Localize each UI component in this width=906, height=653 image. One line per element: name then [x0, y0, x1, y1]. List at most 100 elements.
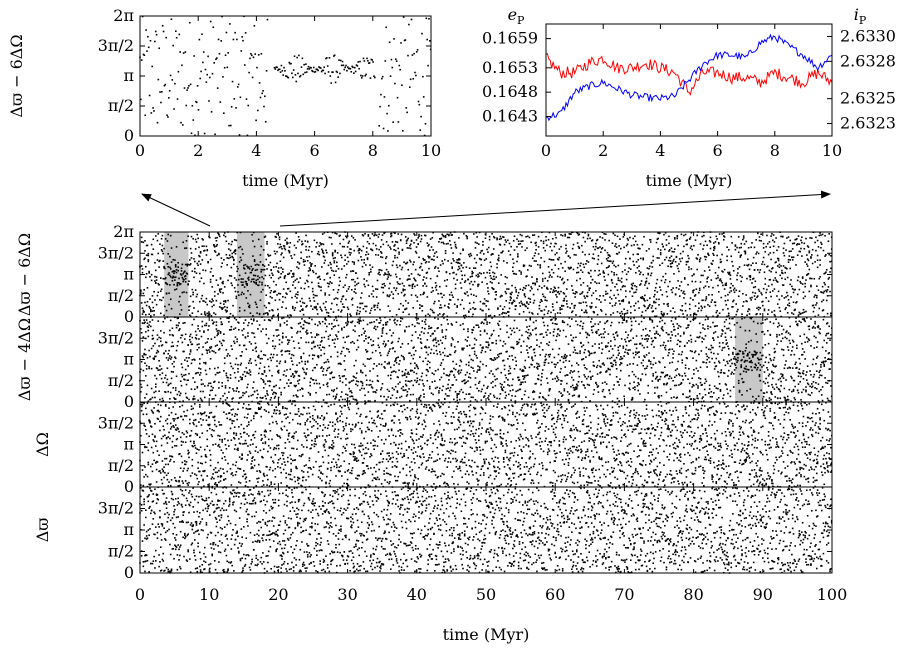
main-point — [318, 321, 321, 323]
main-point — [373, 304, 375, 307]
main-point — [588, 287, 591, 290]
main-point — [371, 249, 374, 252]
main-point — [432, 290, 434, 292]
main-point — [624, 290, 627, 292]
main-point — [357, 346, 360, 349]
inset-left-point — [178, 33, 181, 36]
main-point — [788, 302, 791, 305]
main-point — [469, 252, 472, 255]
main-point — [475, 274, 478, 277]
main-point — [429, 387, 431, 390]
main-point — [195, 334, 198, 336]
main-point — [770, 270, 772, 273]
main-point — [719, 258, 722, 261]
main-point — [276, 294, 278, 296]
main-point — [620, 277, 623, 280]
main-point — [204, 362, 207, 365]
main-point — [532, 302, 535, 304]
main-point — [164, 305, 166, 308]
main-point — [316, 308, 318, 311]
main-point — [331, 253, 334, 256]
main-point — [622, 299, 625, 301]
main-point — [394, 289, 397, 292]
main-point — [608, 265, 610, 267]
main-point — [709, 241, 712, 243]
main-point — [452, 272, 454, 274]
main-point — [171, 270, 174, 273]
main-point — [296, 380, 299, 382]
main-point — [324, 318, 326, 320]
main-point — [360, 259, 363, 261]
main-point — [424, 346, 426, 348]
main-point — [362, 245, 365, 248]
main-point — [502, 250, 504, 253]
main-point — [161, 397, 164, 400]
main-point — [146, 357, 149, 359]
main-point — [244, 263, 247, 266]
main-point — [173, 397, 175, 399]
main-point — [411, 369, 414, 372]
main-point — [189, 335, 191, 338]
main-point — [539, 301, 542, 304]
main-point — [472, 272, 474, 274]
main-point — [471, 272, 473, 275]
main-point — [194, 270, 196, 273]
main-point — [429, 327, 432, 329]
main-point — [301, 395, 304, 397]
main-point — [772, 245, 775, 248]
main-point — [258, 313, 261, 316]
main-point — [604, 279, 606, 281]
main-point — [503, 381, 506, 383]
inset-left-point — [265, 70, 268, 72]
main-point — [585, 263, 587, 265]
main-point — [155, 377, 158, 380]
main-point — [567, 266, 570, 269]
main-point — [202, 239, 204, 241]
main-point — [731, 242, 733, 244]
main-point — [329, 261, 331, 264]
main-point — [250, 343, 253, 345]
main-point — [153, 290, 155, 293]
main-point — [481, 349, 483, 352]
main-point — [497, 335, 500, 337]
main-point — [315, 272, 317, 275]
main-point — [517, 379, 520, 382]
main-point — [830, 267, 832, 270]
inset-left-point — [181, 124, 184, 126]
main-point — [287, 343, 289, 345]
main-point — [510, 293, 512, 296]
main-point — [255, 303, 258, 306]
main-point — [354, 325, 356, 327]
main-point — [145, 276, 147, 279]
main-point — [664, 248, 666, 251]
main-point — [167, 273, 170, 276]
main-point — [140, 386, 143, 389]
inset-left-point — [164, 83, 167, 86]
main-point — [295, 232, 297, 234]
main-point — [226, 376, 228, 379]
main-point — [585, 311, 587, 313]
main-point — [615, 297, 617, 299]
main-point — [580, 302, 582, 304]
main-point — [215, 239, 218, 242]
main-point — [256, 312, 258, 314]
main-point — [428, 243, 430, 246]
main-point — [389, 235, 392, 238]
main-point — [383, 282, 385, 285]
inset-right-ytick-right-label: 2.6328 — [840, 51, 896, 70]
main-point — [792, 291, 795, 294]
main-point — [278, 236, 281, 238]
main-point — [535, 244, 537, 247]
main-point — [356, 245, 359, 248]
main-point — [257, 278, 259, 281]
main-point — [277, 243, 279, 245]
main-point — [155, 352, 158, 354]
main-point — [162, 260, 165, 262]
main-point — [144, 301, 146, 304]
main-point — [596, 247, 599, 250]
main-point — [438, 306, 441, 309]
main-point — [796, 279, 799, 282]
main-point — [502, 308, 504, 310]
main-point — [302, 327, 305, 330]
